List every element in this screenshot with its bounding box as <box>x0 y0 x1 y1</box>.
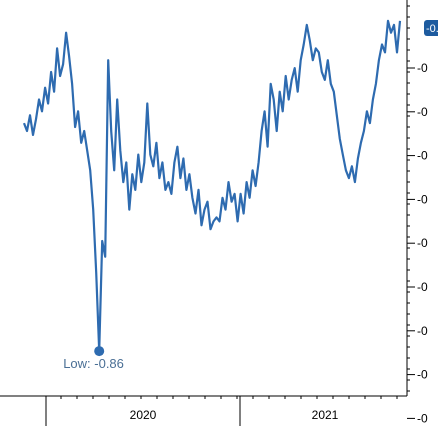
y-tick-label: -0 <box>417 61 428 75</box>
chart-axes <box>0 0 410 397</box>
low-annotation: Low: -0.86 <box>63 356 124 371</box>
y-tick-label: -0 <box>417 236 428 250</box>
series-line <box>22 19 402 353</box>
y-tick-label: -0 <box>417 149 428 163</box>
last-value-badge: -0. <box>424 20 438 36</box>
y-tick-label: -0 <box>417 324 428 338</box>
y-tick-label: -0 <box>417 192 428 206</box>
y-axis-ticks: -0 -0 -0 -0 -0 -0 -0 -0 -0 <box>407 61 428 425</box>
x-axis-ticks: 2020 2021 <box>45 396 398 426</box>
last-value-badge-bg <box>424 20 438 36</box>
x-tick-label: 2021 <box>312 408 339 422</box>
y-tick-label: -0 <box>417 105 428 119</box>
y-tick-label: -0 <box>417 411 428 425</box>
y-tick-label: -0 <box>417 368 428 382</box>
y-tick-label: -0 <box>417 280 428 294</box>
low-marker <box>94 346 105 357</box>
x-tick-label: 2020 <box>130 408 157 422</box>
last-value-badge-text: -0. <box>426 23 438 35</box>
